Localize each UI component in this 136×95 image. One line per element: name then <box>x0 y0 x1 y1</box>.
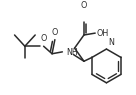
Text: O: O <box>81 1 87 10</box>
Text: O: O <box>52 28 58 37</box>
Text: O: O <box>41 34 47 43</box>
Text: OH: OH <box>96 29 108 38</box>
Text: N: N <box>108 38 114 47</box>
Text: NH: NH <box>66 48 78 57</box>
